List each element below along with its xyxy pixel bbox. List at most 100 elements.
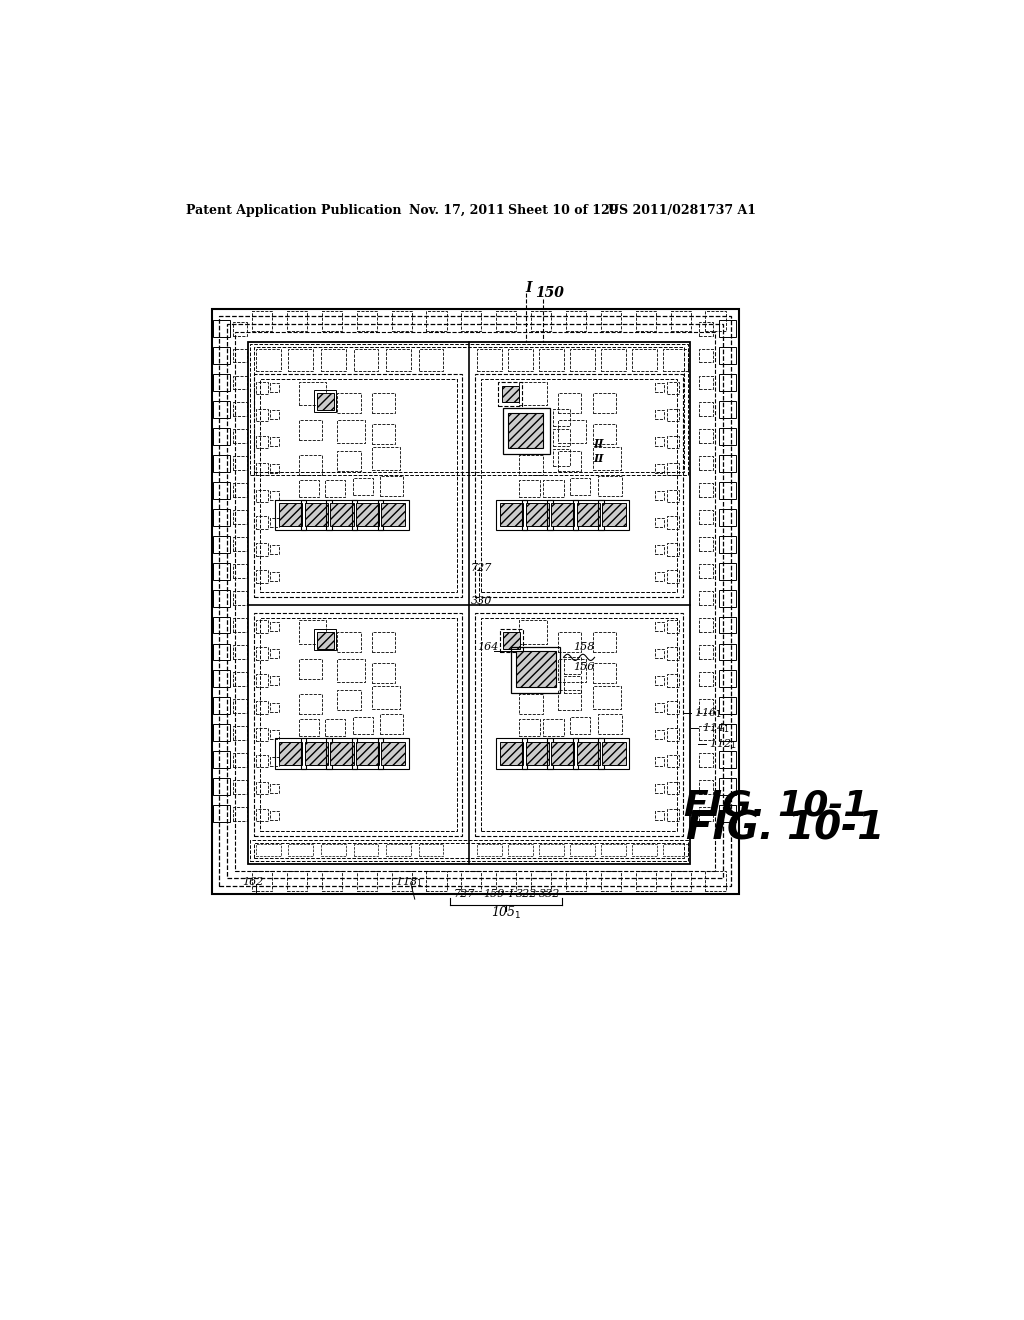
Bar — [655, 676, 665, 685]
Bar — [213, 536, 230, 553]
Bar — [419, 350, 443, 371]
Bar — [667, 647, 679, 660]
Bar — [234, 331, 716, 871]
Bar — [299, 480, 318, 498]
Bar — [356, 871, 377, 891]
Bar — [372, 663, 395, 682]
Bar — [256, 675, 268, 686]
Bar — [667, 490, 679, 502]
Bar — [667, 409, 679, 421]
Bar — [699, 672, 713, 686]
Bar — [289, 843, 313, 857]
Bar — [569, 843, 595, 857]
Bar — [667, 701, 679, 714]
Bar — [232, 403, 247, 416]
Bar — [655, 491, 665, 500]
Bar — [251, 345, 687, 475]
Bar — [699, 457, 713, 470]
Bar — [299, 659, 322, 678]
Bar — [213, 590, 230, 607]
Bar — [372, 393, 395, 413]
Bar — [232, 591, 247, 605]
Bar — [256, 843, 281, 857]
Bar — [719, 321, 735, 337]
Text: Sheet 10 of 129: Sheet 10 of 129 — [508, 205, 618, 218]
Bar — [381, 503, 404, 527]
Text: I: I — [508, 888, 512, 899]
Bar — [299, 693, 322, 714]
Bar — [270, 465, 280, 474]
Bar — [426, 312, 446, 331]
Bar — [566, 312, 586, 331]
Text: 322: 322 — [515, 888, 537, 899]
Bar — [232, 429, 247, 444]
Bar — [719, 779, 735, 795]
Bar — [547, 738, 579, 770]
Bar — [539, 843, 563, 857]
Bar — [352, 738, 383, 770]
Text: 105$_1$: 105$_1$ — [490, 906, 521, 921]
Text: Patent Application Publication: Patent Application Publication — [186, 205, 401, 218]
Bar — [213, 779, 230, 795]
Text: 116$_1$: 116$_1$ — [693, 706, 721, 719]
Bar — [232, 376, 247, 389]
Bar — [301, 738, 332, 770]
Bar — [213, 401, 230, 418]
Bar — [544, 480, 563, 498]
Text: 112$_1$: 112$_1$ — [710, 737, 737, 751]
Bar — [699, 780, 713, 793]
Bar — [270, 517, 280, 527]
Bar — [671, 312, 690, 331]
Bar — [372, 424, 395, 444]
Bar — [719, 347, 735, 364]
Bar — [655, 517, 665, 527]
Bar — [314, 628, 336, 651]
Text: 156: 156 — [573, 661, 595, 672]
Bar — [547, 499, 579, 531]
Bar — [325, 719, 345, 737]
Bar — [270, 649, 280, 659]
Bar — [270, 491, 280, 500]
Bar — [655, 437, 665, 446]
Text: 332: 332 — [539, 888, 560, 899]
Bar — [719, 671, 735, 688]
Bar — [270, 545, 280, 554]
Bar — [232, 511, 247, 524]
Text: 150: 150 — [535, 286, 564, 300]
Bar — [719, 536, 735, 553]
Text: II: II — [593, 438, 603, 449]
Bar — [502, 385, 518, 403]
Bar — [260, 379, 457, 591]
Bar — [655, 545, 665, 554]
Bar — [270, 572, 280, 581]
Bar — [213, 374, 230, 391]
Bar — [337, 393, 360, 413]
Bar — [719, 562, 735, 579]
Bar — [667, 436, 679, 447]
Bar — [699, 537, 713, 552]
Bar — [519, 693, 543, 714]
Bar — [356, 312, 377, 331]
Bar — [270, 622, 280, 631]
Bar — [372, 686, 400, 709]
Bar — [289, 350, 313, 371]
Bar — [337, 420, 366, 444]
Text: 164: 164 — [477, 643, 498, 652]
Bar — [232, 322, 247, 335]
Bar — [331, 503, 353, 527]
Bar — [531, 312, 551, 331]
Bar — [563, 657, 581, 675]
Bar — [248, 342, 690, 863]
Bar — [699, 591, 713, 605]
Bar — [480, 618, 678, 830]
Bar — [719, 805, 735, 822]
Bar — [521, 499, 553, 531]
Bar — [667, 809, 679, 821]
Bar — [569, 350, 595, 371]
Bar — [280, 742, 302, 766]
Bar — [572, 738, 604, 770]
Bar — [232, 752, 247, 767]
Bar — [256, 544, 268, 556]
Bar — [321, 843, 346, 857]
Bar — [503, 408, 550, 454]
